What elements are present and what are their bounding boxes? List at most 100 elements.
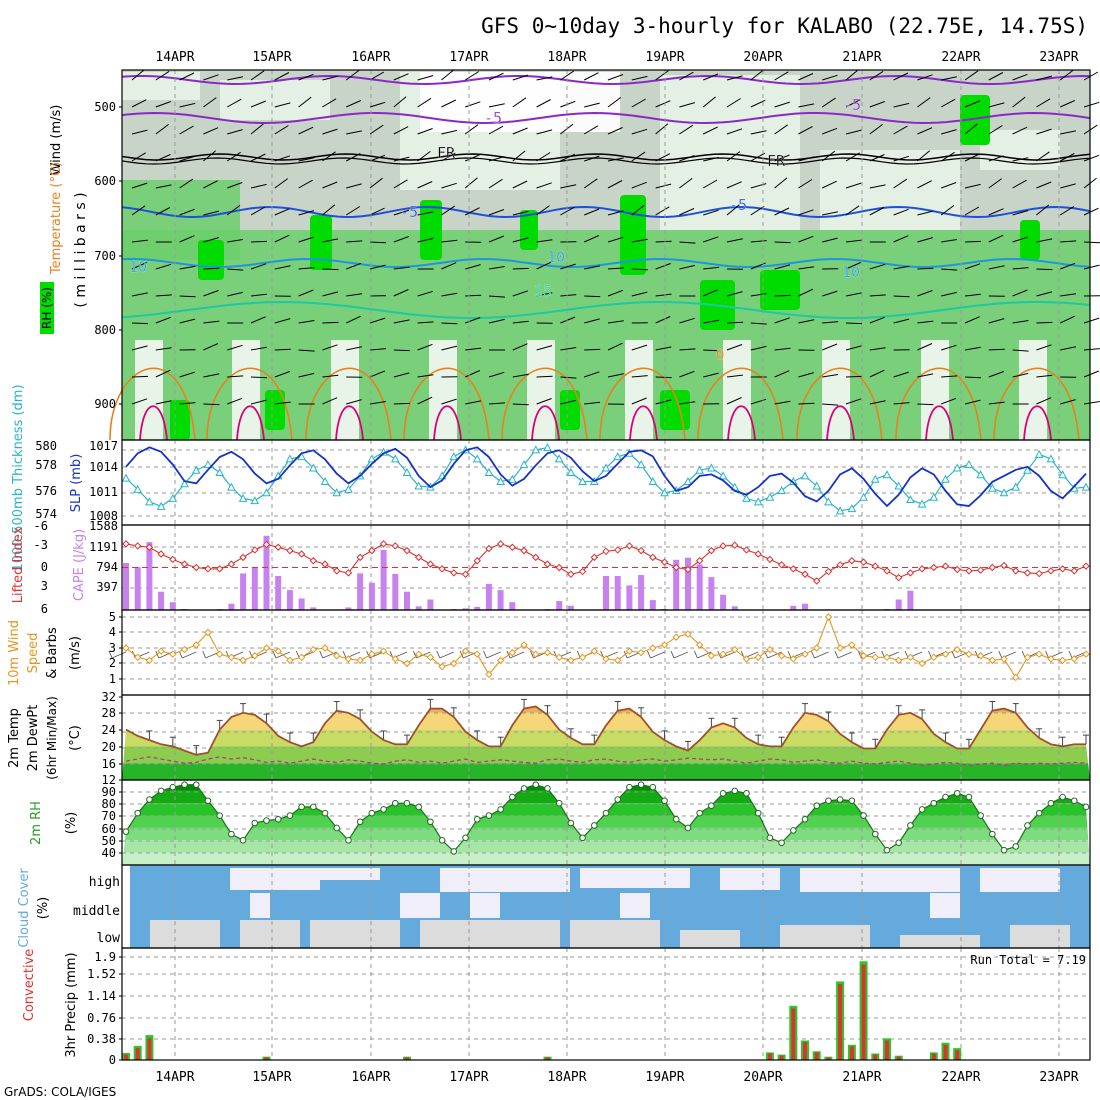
thickness-point-3 bbox=[156, 501, 166, 510]
wind10-speed-point-66 bbox=[894, 656, 903, 665]
precip-conv-bar-61 bbox=[838, 984, 843, 1060]
wind10-barb-46 bbox=[650, 651, 665, 659]
cloud-gap-15 bbox=[420, 920, 560, 948]
lifted-index-point-13 bbox=[274, 543, 282, 551]
wind10-speed-point-3 bbox=[157, 647, 165, 655]
precip-ytick-0: 1.9 bbox=[94, 950, 116, 964]
wind-barb-257 bbox=[393, 236, 409, 243]
wind10-barb-56 bbox=[767, 651, 782, 659]
rh2m-point-26 bbox=[427, 818, 434, 826]
wind-barb-95 bbox=[441, 129, 458, 135]
wind-barb-186 bbox=[655, 183, 672, 189]
thickness-point-65 bbox=[882, 470, 892, 479]
thickness-point-61 bbox=[835, 506, 845, 515]
cape-bar-26 bbox=[427, 599, 434, 610]
wind-barb-470 bbox=[584, 371, 600, 378]
wind-barb-487 bbox=[988, 371, 1004, 378]
wind-barb-162 bbox=[1059, 153, 1075, 162]
wind-barb-226 bbox=[631, 204, 645, 216]
wind10-speed-point-35 bbox=[532, 650, 540, 658]
wind-barb-337 bbox=[346, 293, 363, 297]
wind-barb-94 bbox=[417, 128, 433, 135]
wind10-barb-flag-36 bbox=[530, 650, 534, 659]
wind-barb-526 bbox=[941, 397, 957, 405]
lifted-index-point-62 bbox=[848, 557, 856, 565]
wind-barb-475 bbox=[703, 372, 719, 378]
wind-barb-504 bbox=[417, 396, 433, 405]
wind-barb-497 bbox=[250, 399, 267, 405]
wind10-ytick-2: 3 bbox=[109, 641, 116, 655]
rh-moist-core-11 bbox=[560, 390, 580, 430]
wind10-speed-point-15 bbox=[297, 653, 306, 662]
wind-barb-191 bbox=[774, 177, 788, 189]
wind10-speed-point-50 bbox=[707, 652, 716, 660]
lifted-index-point-2 bbox=[145, 543, 154, 551]
wind-barb-424 bbox=[465, 347, 482, 351]
wind-barb-159 bbox=[988, 155, 1005, 162]
wind-barb-71 bbox=[845, 99, 861, 108]
wind10-speed-point-26 bbox=[426, 653, 435, 662]
wind-barb-47 bbox=[274, 102, 291, 108]
lifted-index-point-67 bbox=[906, 569, 915, 577]
precip-ylabel-2: 3hr Precip (mm) bbox=[64, 952, 79, 1057]
rh2m-ytick-2: 70 bbox=[102, 809, 116, 823]
wind-barb-398 bbox=[822, 321, 839, 324]
wind-barb-372 bbox=[203, 320, 220, 324]
wind-barb-498 bbox=[274, 401, 291, 405]
wind-barb-30 bbox=[845, 69, 859, 81]
contour-20-loop-1 bbox=[206, 367, 293, 441]
precip-ytick-4: 0.38 bbox=[87, 1032, 116, 1046]
lifted-index-point-78 bbox=[1035, 569, 1043, 578]
precip-conv-bar-63 bbox=[861, 964, 866, 1060]
wind-barb-182 bbox=[560, 184, 577, 189]
wind-barb-283 bbox=[1012, 236, 1028, 243]
wind-barb-531 bbox=[1060, 399, 1076, 405]
rh2m-point-39 bbox=[579, 834, 586, 842]
rh2m-markers bbox=[122, 781, 1090, 855]
wind-barb-142 bbox=[584, 155, 600, 162]
wind-barb-106 bbox=[702, 126, 718, 135]
wind10-speed-point-32 bbox=[496, 656, 505, 665]
cloud-gap-1 bbox=[320, 868, 380, 880]
contour-5-line bbox=[121, 205, 1091, 219]
temp2m-band-3 bbox=[122, 746, 1090, 764]
wind-barb-139 bbox=[512, 150, 526, 162]
cape-bar-2 bbox=[146, 542, 153, 610]
wind-barb-231 bbox=[750, 205, 765, 216]
rh-moist-core-3 bbox=[520, 210, 538, 250]
wind10-speed-point-16 bbox=[309, 645, 318, 654]
wind-barb-222 bbox=[536, 205, 550, 216]
wind-barb-183 bbox=[583, 178, 598, 189]
dewpt2m-line bbox=[125, 756, 1087, 766]
wind10-speed-point-68 bbox=[918, 659, 926, 668]
wind-barb-451 bbox=[131, 375, 149, 378]
wind-barb-284 bbox=[1036, 238, 1053, 243]
thickness-point-41 bbox=[601, 463, 611, 472]
precip-conv-bar-24 bbox=[405, 1057, 409, 1060]
wind-barb-130 bbox=[298, 157, 315, 162]
wind-barb-468 bbox=[536, 375, 553, 378]
wind-barb-196 bbox=[893, 178, 908, 189]
contour-25-loop-1 bbox=[236, 405, 265, 441]
lifted-index-point-20 bbox=[356, 553, 364, 562]
wind-barb-81 bbox=[1083, 101, 1100, 108]
wind-barb-472 bbox=[631, 375, 648, 378]
rh-moist-core-9 bbox=[170, 400, 190, 440]
wind-barb-9 bbox=[345, 70, 360, 81]
wind-barb-292 bbox=[250, 263, 267, 270]
wind10-speed-point-24 bbox=[403, 659, 411, 668]
rh-region-8 bbox=[980, 130, 1060, 170]
wind-barb-356 bbox=[798, 288, 814, 297]
thickness-point-69 bbox=[929, 492, 939, 501]
cape-bar-37 bbox=[556, 601, 563, 610]
contour-25-loop-3 bbox=[433, 405, 462, 441]
wind-barb-36 bbox=[988, 72, 1004, 81]
rh2m-ylabel-0: 2m RH bbox=[29, 801, 44, 845]
rh2m-point-38 bbox=[567, 819, 575, 827]
thickness-point-18 bbox=[332, 488, 342, 497]
contour-25-loop-0 bbox=[139, 405, 168, 441]
rh2m-point-20 bbox=[356, 818, 364, 826]
rh2m-point-18 bbox=[333, 824, 341, 832]
rh2m-point-7 bbox=[204, 797, 212, 805]
wind-barb-404 bbox=[964, 316, 980, 324]
